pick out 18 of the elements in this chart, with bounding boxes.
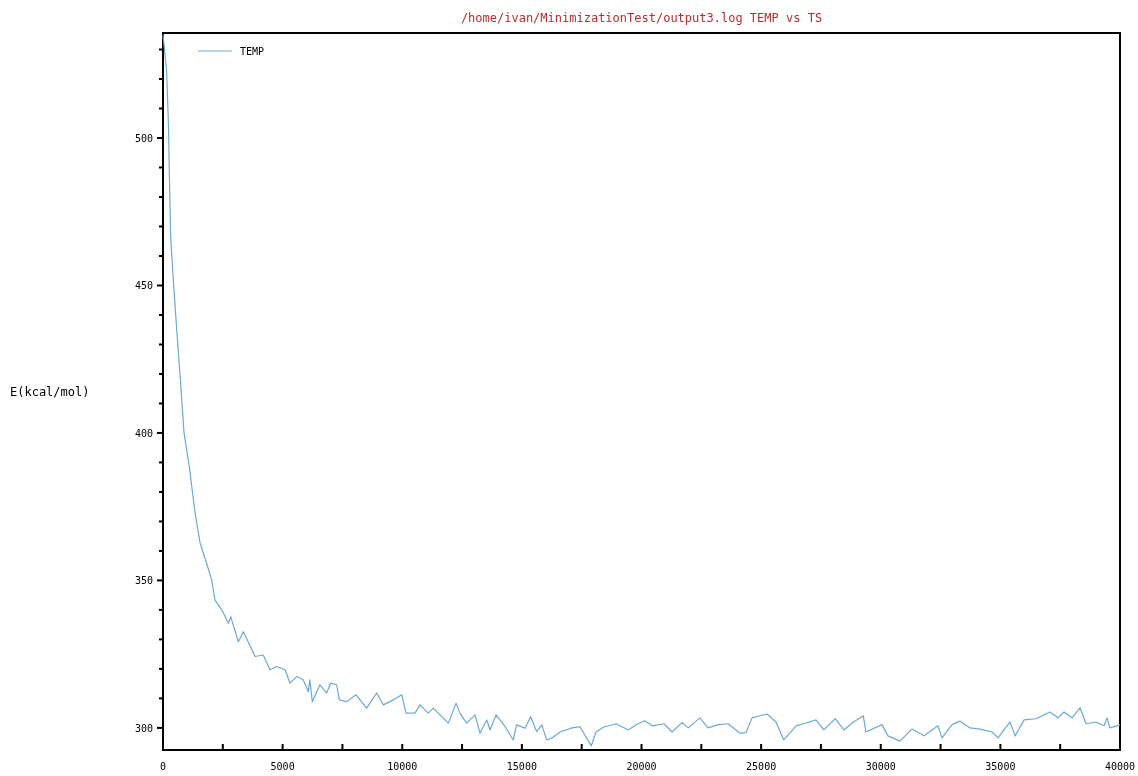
y-tick-label: 450 [134,280,153,292]
x-tick-label: 35000 [985,761,1016,772]
x-tick-label: 0 [159,761,167,772]
x-tick-label: 10000 [387,761,418,772]
y-tick-label: 500 [134,133,153,144]
x-tick-label: 15000 [506,761,537,772]
line-series [162,34,1121,747]
y-tick-label: 400 [134,427,153,439]
y-tick-label: 350 [134,575,153,587]
x-tick-label: 20000 [626,761,657,772]
y-axis-title: E(kcal/mol) [10,384,90,399]
legend-label: TEMP [240,46,265,57]
x-tick-label: 25000 [746,761,777,772]
x-tick-label: 5000 [270,761,295,772]
x-tick-label: 40000 [1104,761,1136,772]
x-tick-label: 30000 [865,761,896,772]
chart-title: /home/ivan/MinimizationTest/output3.log TEMP vs TS [460,11,823,25]
y-tick-label: 300 [134,722,153,734]
